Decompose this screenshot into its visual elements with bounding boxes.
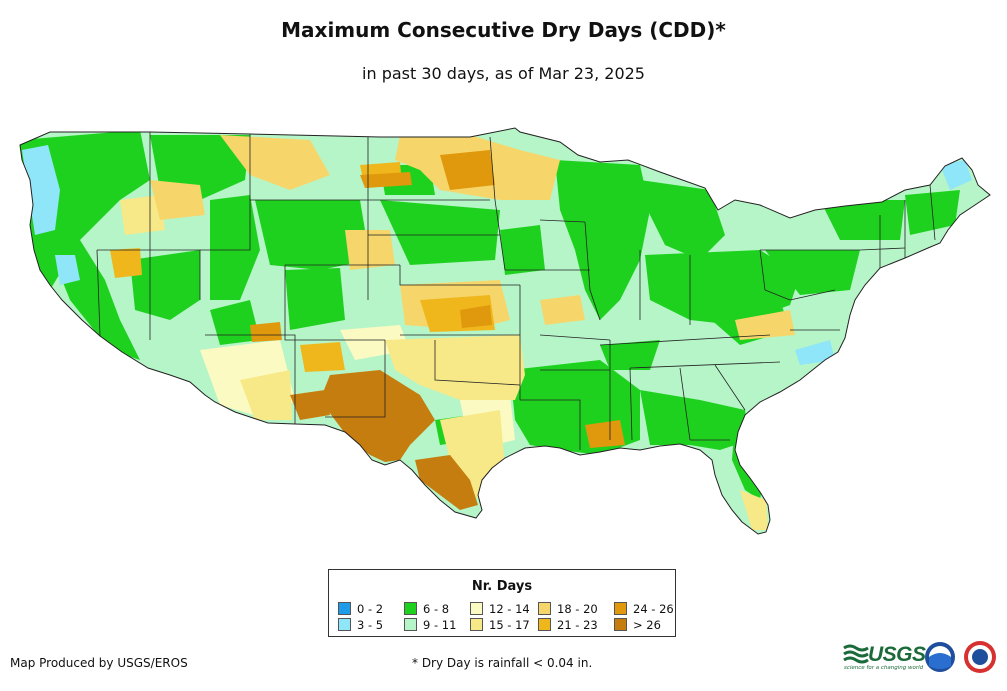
usgs-wordmark: USGS: [868, 643, 926, 666]
legend-swatch: [404, 618, 417, 631]
legend-label: 24 - 26: [633, 602, 674, 616]
legend-swatch: [614, 618, 627, 631]
legend-item: 21 - 23: [538, 618, 598, 632]
noaa-logo-icon: [925, 642, 955, 672]
legend-item: 9 - 11: [404, 618, 456, 632]
legend-item: 6 - 8: [404, 602, 449, 616]
agency-logos: [843, 641, 996, 673]
legend-label: 3 - 5: [357, 618, 384, 632]
legend-item: 12 - 14: [470, 602, 530, 616]
legend-label: 21 - 23: [557, 618, 598, 632]
dry-day-definition-note: * Dry Day is rainfall < 0.04 in.: [412, 656, 593, 670]
national-weather-service-logo-icon: [964, 641, 996, 673]
map-title: Maximum Consecutive Dry Days (CDD)*: [281, 18, 726, 42]
legend-swatch: [470, 602, 483, 615]
legend-title: Nr. Days: [471, 579, 533, 594]
legend-swatch: [538, 618, 551, 631]
legend-item: 15 - 17: [470, 618, 530, 632]
legend: Nr. Days 0 - 2 3 - 5 6 - 8 9 - 11 12 - 14 15 …: [328, 569, 676, 637]
legend-label: 0 - 2: [357, 602, 384, 616]
legend-item: 18 - 20: [538, 602, 598, 616]
legend-swatch: [338, 602, 351, 615]
legend-item: 3 - 5: [338, 618, 383, 632]
legend-swatch: [404, 602, 417, 615]
legend-label: 12 - 14: [489, 602, 530, 616]
legend-items: 0 - 2 3 - 5 6 - 8 9 - 11 12 - 14 15 - 17 18 - …: [338, 602, 674, 634]
legend-label: 9 - 11: [423, 618, 457, 632]
legend-item: > 26: [614, 618, 661, 632]
legend-label: > 26: [633, 618, 661, 632]
usgs-tagline: science for a changing world: [844, 665, 924, 671]
legend-swatch: [538, 602, 551, 615]
map-subtitle: in past 30 days, as of Mar 23, 2025: [362, 64, 645, 83]
conus-dry-days-map: [19, 127, 991, 535]
usgs-logo-icon: [843, 644, 869, 664]
map-producer-credit: Map Produced by USGS/EROS: [10, 656, 188, 670]
legend-item: 24 - 26: [614, 602, 674, 616]
legend-swatch: [470, 618, 483, 631]
legend-label: 6 - 8: [423, 602, 450, 616]
legend-label: 15 - 17: [489, 618, 530, 632]
legend-swatch: [338, 618, 351, 631]
legend-label: 18 - 20: [557, 602, 598, 616]
legend-item: 0 - 2: [338, 602, 383, 616]
legend-swatch: [614, 602, 627, 615]
